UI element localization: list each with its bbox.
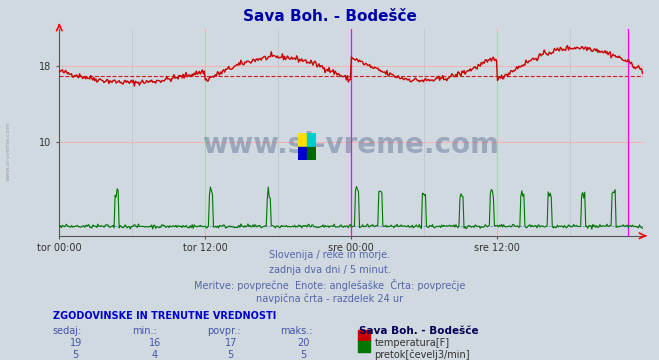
Text: navpična črta - razdelek 24 ur: navpična črta - razdelek 24 ur bbox=[256, 293, 403, 304]
Text: Meritve: povprečne  Enote: anglešaške  Črta: povprečje: Meritve: povprečne Enote: anglešaške Črt… bbox=[194, 279, 465, 291]
Bar bbox=[358, 330, 370, 341]
Text: pretok[čevelj3/min]: pretok[čevelj3/min] bbox=[374, 350, 470, 360]
Text: Sava Boh. - Bodešče: Sava Boh. - Bodešče bbox=[359, 326, 479, 336]
Text: 20: 20 bbox=[297, 338, 309, 348]
Text: 17: 17 bbox=[225, 338, 237, 348]
Text: www.si-vreme.com: www.si-vreme.com bbox=[202, 131, 500, 159]
Text: Sava Boh. - Bodešče: Sava Boh. - Bodešče bbox=[243, 9, 416, 24]
Text: 5: 5 bbox=[300, 350, 306, 360]
Text: temperatura[F]: temperatura[F] bbox=[374, 338, 449, 348]
Bar bbox=[298, 133, 307, 147]
Text: 5: 5 bbox=[72, 350, 79, 360]
Text: 19: 19 bbox=[70, 338, 82, 348]
Bar bbox=[307, 147, 316, 160]
Text: Slovenija / reke in morje.: Slovenija / reke in morje. bbox=[269, 250, 390, 260]
Bar bbox=[358, 341, 370, 352]
Text: ZGODOVINSKE IN TRENUTNE VREDNOSTI: ZGODOVINSKE IN TRENUTNE VREDNOSTI bbox=[53, 311, 276, 321]
Text: povpr.:: povpr.: bbox=[208, 326, 241, 336]
Text: min.:: min.: bbox=[132, 326, 157, 336]
Text: www.si-vreme.com: www.si-vreme.com bbox=[6, 121, 11, 181]
Text: maks.:: maks.: bbox=[280, 326, 312, 336]
Text: 16: 16 bbox=[149, 338, 161, 348]
Text: 4: 4 bbox=[152, 350, 158, 360]
Bar bbox=[307, 133, 316, 147]
Bar bbox=[298, 147, 307, 160]
Text: zadnja dva dni / 5 minut.: zadnja dva dni / 5 minut. bbox=[269, 265, 390, 275]
Text: 5: 5 bbox=[227, 350, 234, 360]
Text: sedaj:: sedaj: bbox=[53, 326, 82, 336]
